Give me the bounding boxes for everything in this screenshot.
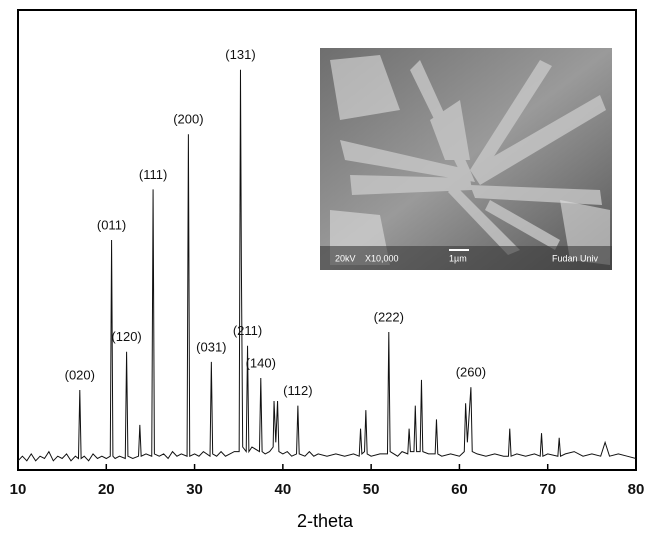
x-tick-label: 70 [539, 481, 556, 498]
peak-label: (140) [246, 355, 276, 370]
peak-label: (120) [111, 329, 141, 344]
plot-frame [17, 9, 637, 471]
inset-label: X10,000 [365, 253, 399, 263]
x-tick-label: 20 [98, 481, 115, 498]
x-tick-label: 60 [451, 481, 468, 498]
inset-label: 1µm [449, 253, 467, 263]
inset-label: 20kV [335, 253, 356, 263]
sem-inset: 20kV X10,000 1µm Fudan Univ [320, 48, 612, 270]
peak-label: (011) [97, 217, 126, 232]
x-axis-label: 2-theta [297, 511, 354, 531]
x-tick-label: 10 [10, 481, 27, 498]
peak-label: (131) [225, 47, 255, 62]
peak-label: (222) [374, 309, 404, 324]
sem-crystals [340, 60, 606, 255]
peak-label: (112) [283, 383, 312, 398]
peak-label: (111) [139, 167, 167, 182]
x-tick-label: 50 [363, 481, 380, 498]
peak-label: (020) [65, 367, 95, 382]
peak-label: (031) [196, 339, 226, 354]
inset-label: Fudan Univ [552, 253, 599, 263]
peak-label: (211) [233, 323, 262, 338]
x-tick-label: 80 [628, 481, 645, 498]
x-tick-label: 40 [275, 481, 292, 498]
peak-label: (260) [456, 365, 486, 380]
peak-label: (200) [173, 112, 203, 127]
xrd-pattern [17, 69, 637, 462]
x-tick-label: 30 [186, 481, 203, 498]
